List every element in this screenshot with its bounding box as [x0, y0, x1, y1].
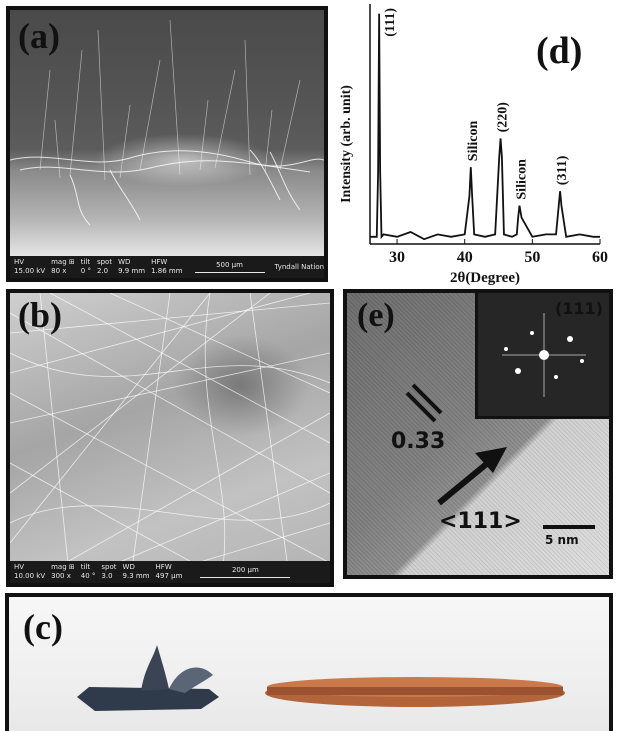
sem-col: WD 9.9 mm [118, 258, 146, 275]
sample-substrate [77, 687, 219, 711]
x-tick-label: 40 [457, 249, 473, 266]
sem-col: HFW 1.86 mm [151, 258, 183, 275]
xrd-chart: 30 40 50 60 2θ(Degree) Intensity (arb. unit) (… [339, 4, 608, 286]
sem-col: spot 2.0 [96, 258, 113, 275]
photo-graphic [77, 645, 565, 711]
peak-annotation: Silicon [515, 159, 530, 200]
y-axis-label: Intensity (arb. unit) [339, 85, 354, 203]
sem-col: mag ⊞ 300 x [51, 563, 75, 580]
panel-c-photo: (c) [5, 593, 613, 731]
sem-col: HV 15.00 kV [14, 258, 46, 275]
x-tick-label: 50 [524, 249, 540, 266]
d-spacing-label: 0.33 [391, 429, 446, 454]
sem-col: HV 10.00 kV [14, 563, 46, 580]
sem-col: tilt 40 ° [80, 563, 96, 580]
panel-d-label: (d) [536, 30, 583, 72]
peak-annotation: (311) [555, 155, 570, 185]
nanowire-forest-graphic [10, 19, 324, 226]
peak-annotation: (111) [383, 8, 398, 37]
peak-annotation: Silicon [466, 121, 481, 162]
x-tick-label: 60 [592, 249, 608, 266]
panel-e-label: (e) [357, 297, 395, 334]
sem-col: spot 3.0 [101, 563, 117, 580]
panel-d-xrd: 30 40 50 60 2θ(Degree) Intensity (arb. unit) (… [338, 0, 614, 286]
sem-col: WD 9.3 mm [122, 563, 150, 580]
panel-a-label: (a) [18, 16, 60, 56]
growth-direction-label: <111> [439, 509, 522, 534]
sem-col: tilt 0 ° [80, 258, 91, 275]
fft-inset: (111) [475, 293, 609, 419]
panel-a-sem-cross-section: (a) HV 15.00 kV mag ⊞ 80 x tilt 0 ° spot 2.0… [6, 6, 328, 282]
sem-scale-b: 200 µm [200, 566, 291, 578]
sem-institution: Tyndall National Institute [274, 263, 328, 271]
fft-pattern-graphic [502, 313, 586, 397]
nanowire-mesh-graphic [10, 293, 330, 583]
scale-bar-label: 5 nm [545, 533, 579, 547]
panel-e-hrtem: (e) (111) 0.33 <111> 5 n [343, 289, 613, 579]
panel-b-sem-top-view: (b) HV 10.00 kV mag ⊞ 300 x tilt 40 ° spot 3… [6, 289, 334, 587]
nanowire-tuft [141, 645, 169, 691]
x-tick-label: 30 [389, 249, 405, 266]
sem-info-bar-b: HV 10.00 kV mag ⊞ 300 x tilt 40 ° spot 3.0 W… [10, 561, 330, 583]
peak-annotation: (220) [496, 102, 511, 133]
sem-col: HFW 497 µm [155, 563, 183, 580]
sem-info-bar-a: HV 15.00 kV mag ⊞ 80 x tilt 0 ° spot 2.0 WD 9… [10, 256, 324, 278]
xrd-series-line [370, 13, 600, 241]
panel-c-label: (c) [23, 607, 63, 647]
panel-b-label: (b) [18, 295, 62, 335]
annotation-marks [405, 383, 507, 506]
x-axis-label: 2θ(Degree) [450, 270, 520, 286]
inset-label: (111) [554, 299, 603, 318]
sem-scale-a: 500 µm [194, 261, 265, 273]
sem-col: mag ⊞ 80 x [51, 258, 75, 275]
scale-bar [543, 525, 595, 529]
